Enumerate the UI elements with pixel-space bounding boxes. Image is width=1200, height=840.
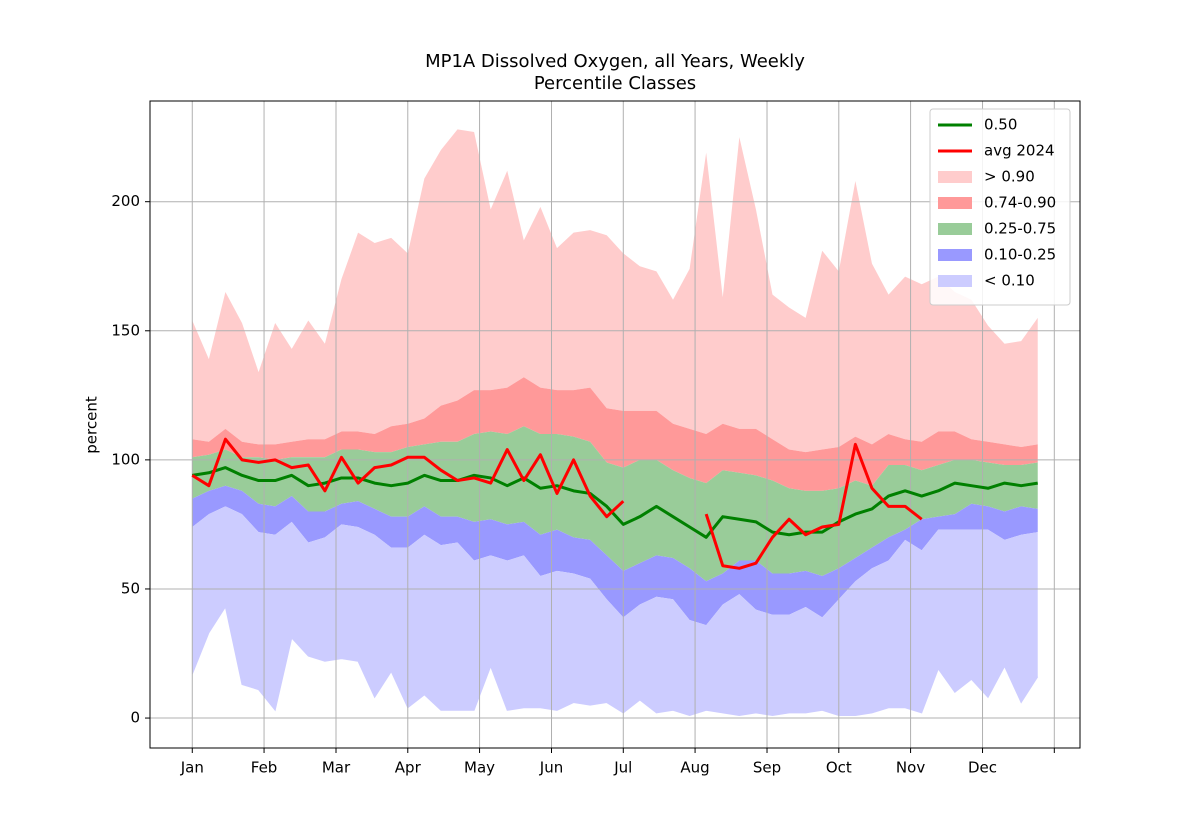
x-tick-label: Aug — [680, 759, 709, 777]
legend-label: 0.50 — [984, 116, 1017, 134]
legend-label: 0.25-0.75 — [984, 220, 1056, 238]
y-tick-label: 50 — [121, 579, 140, 597]
x-tick-label: Jul — [613, 759, 632, 777]
chart-subtitle: Percentile Classes — [534, 73, 696, 94]
chart-title: MP1A Dissolved Oxygen, all Years, Weekly — [425, 51, 805, 72]
band-area — [192, 506, 1038, 716]
legend-label: avg 2024 — [984, 142, 1055, 160]
plot-area — [150, 101, 1080, 748]
y-tick-label: 150 — [111, 321, 140, 339]
band-area — [192, 426, 1038, 582]
series-line — [191, 437, 923, 570]
y-tick-label: 100 — [111, 450, 140, 468]
legend-patch — [938, 171, 972, 183]
x-tick-label: Feb — [251, 759, 278, 777]
y-axis-label: percent — [83, 396, 101, 454]
x-tick-label: Sep — [753, 759, 781, 777]
legend-label: 0.74-0.90 — [984, 194, 1056, 212]
y-tick-label: 0 — [130, 709, 140, 727]
x-tick-label: Jan — [180, 759, 204, 777]
band-area — [192, 377, 1038, 491]
legend-patch — [938, 275, 972, 287]
series-line — [192, 466, 1038, 539]
legend-patch — [938, 249, 972, 261]
band-area — [192, 485, 1038, 626]
x-tick-label: Apr — [395, 759, 422, 777]
legend-label: < 0.10 — [984, 272, 1035, 290]
x-tick-label: Jun — [539, 759, 563, 777]
x-tick-label: Mar — [322, 759, 351, 777]
plot-frame — [149, 100, 1081, 749]
legend-patch — [938, 197, 972, 209]
legend-label: > 0.90 — [984, 168, 1035, 186]
x-tick-label: Nov — [896, 759, 925, 777]
legend-patch — [938, 223, 972, 235]
band-area — [192, 129, 1038, 453]
y-tick-label: 200 — [111, 192, 140, 210]
band-base-edge — [191, 605, 1039, 716]
x-tick-label: Oct — [826, 759, 852, 777]
legend-label: 0.10-0.25 — [984, 246, 1056, 264]
x-tick-label: Dec — [968, 759, 997, 777]
x-tick-label: May — [464, 759, 495, 777]
legend: 0.50 avg 2024 > 0.90 0.74-0.90 0.25-0.75 0.10… — [929, 108, 1071, 306]
